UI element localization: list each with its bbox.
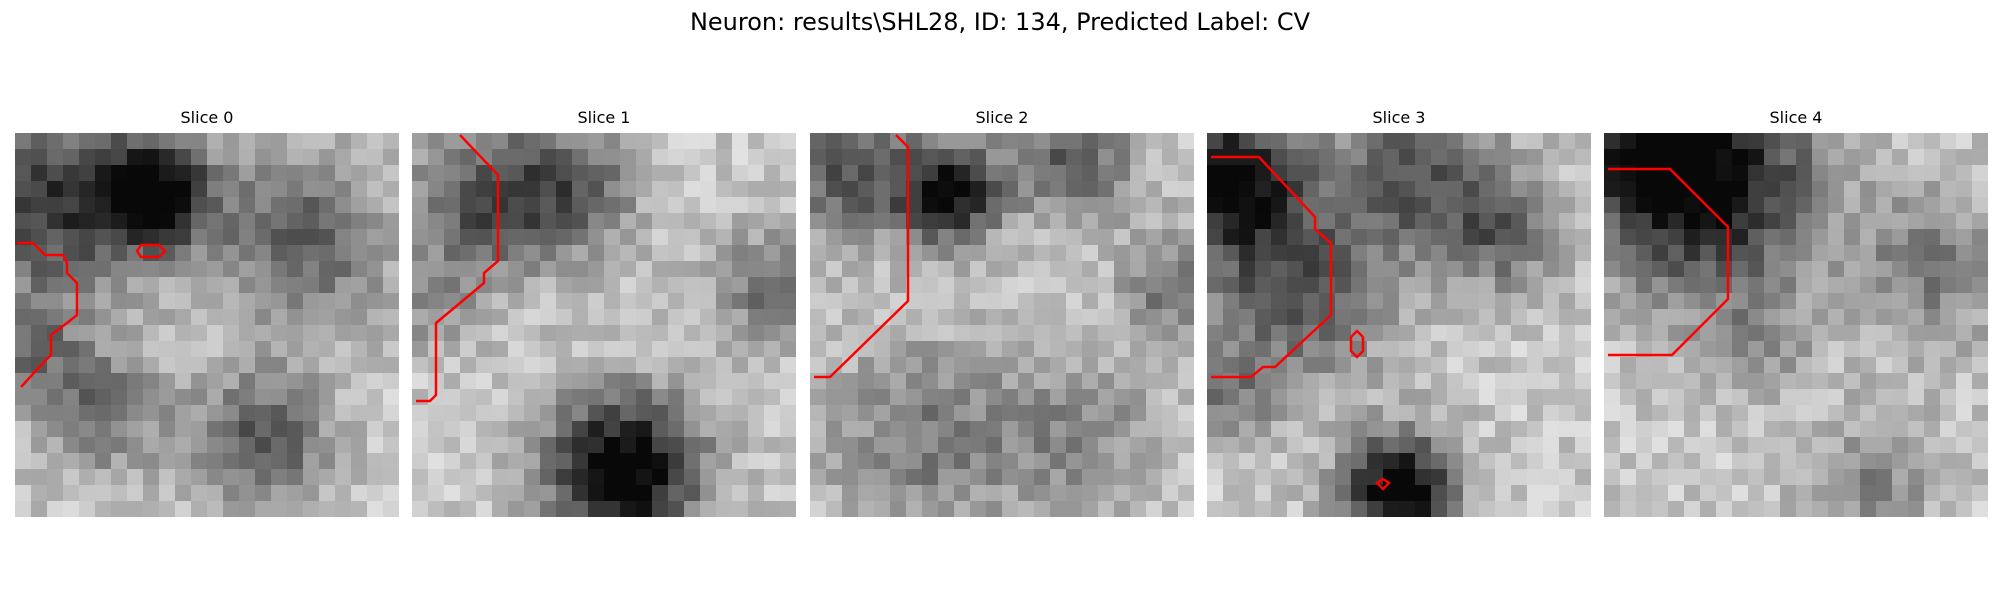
roi-contour xyxy=(1349,329,1365,359)
slice-panel-4: Slice 4 xyxy=(1604,108,1988,520)
slice-image xyxy=(810,133,1194,517)
grayscale-patch xyxy=(810,133,1194,517)
roi-contour xyxy=(135,243,167,259)
slice-title: Slice 4 xyxy=(1769,108,1823,127)
roi-contour-overlay xyxy=(17,241,167,388)
slice-image xyxy=(412,133,796,517)
figure-title: Neuron: results\SHL28, ID: 134, Predicte… xyxy=(689,8,1311,36)
grayscale-patch xyxy=(1604,133,1988,517)
slice-image xyxy=(1207,133,1591,517)
roi-contour-overlay xyxy=(416,134,500,403)
roi-contour-overlay xyxy=(1211,155,1391,491)
grayscale-patch xyxy=(412,133,796,517)
roi-contour xyxy=(1375,477,1391,491)
slice-title: Slice 0 xyxy=(180,108,234,127)
roi-contour xyxy=(814,134,910,379)
grayscale-patch xyxy=(15,133,399,517)
roi-contour-overlay xyxy=(1608,167,1730,357)
slice-title: Slice 3 xyxy=(1372,108,1426,127)
slice-image xyxy=(15,133,399,517)
grayscale-patch xyxy=(1207,133,1591,517)
roi-contour-overlay xyxy=(814,134,910,379)
roi-contour xyxy=(1211,155,1333,379)
slice-image xyxy=(1604,133,1988,517)
slice-title: Slice 2 xyxy=(975,108,1029,127)
roi-contour xyxy=(416,134,500,403)
slice-title: Slice 1 xyxy=(577,108,631,127)
roi-contour xyxy=(17,241,79,388)
roi-contour xyxy=(1608,167,1730,357)
slice-panel-1: Slice 1 xyxy=(412,108,796,520)
slice-panel-3: Slice 3 xyxy=(1207,108,1591,520)
slice-panel-2: Slice 2 xyxy=(810,108,1194,520)
slice-panel-0: Slice 0 xyxy=(15,108,399,520)
